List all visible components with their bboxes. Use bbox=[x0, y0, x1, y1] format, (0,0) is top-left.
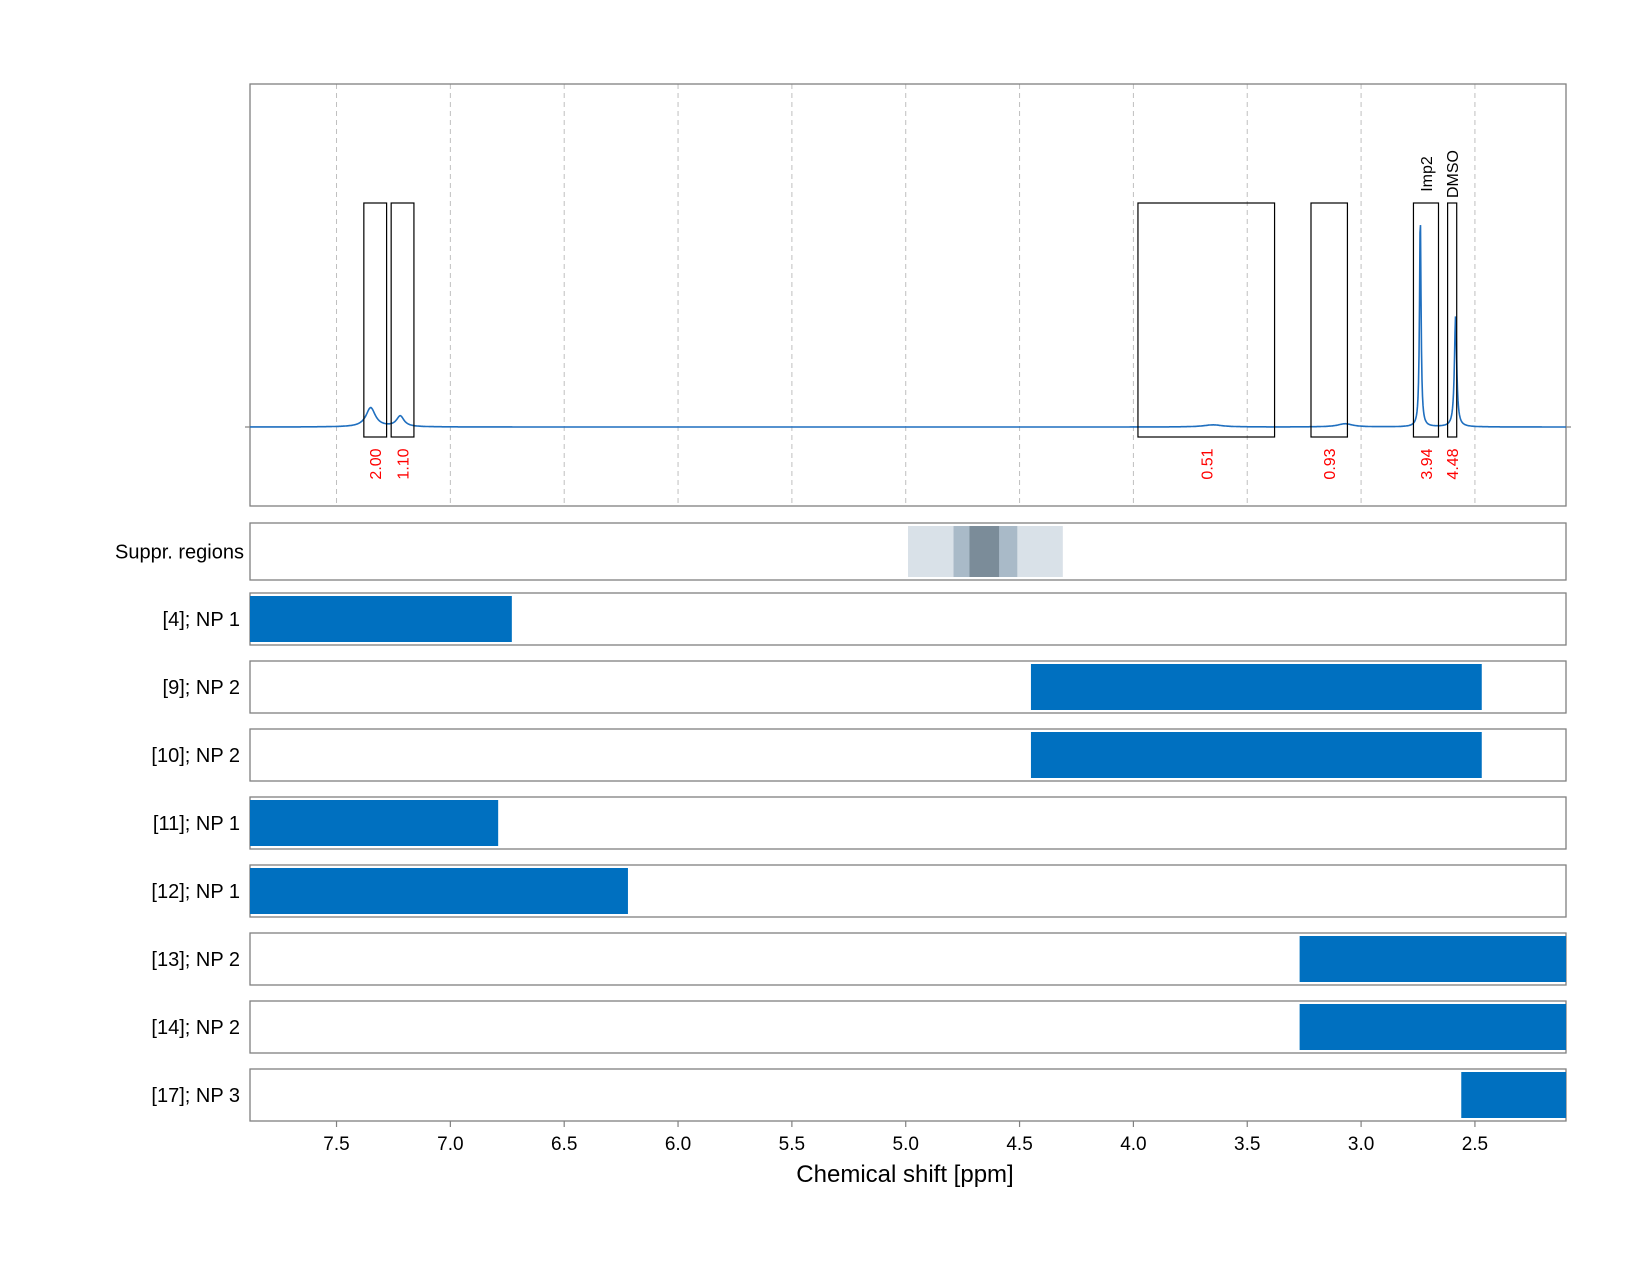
assignment-frame bbox=[249, 728, 1567, 782]
peak-label: Imp2 bbox=[1419, 156, 1436, 192]
integral-value: 1.10 bbox=[396, 448, 413, 479]
assignment-bar bbox=[1030, 664, 1482, 710]
integral-box bbox=[1412, 202, 1440, 438]
x-tick-label: 3.5 bbox=[1234, 1134, 1260, 1155]
suppression-frame bbox=[249, 522, 1567, 581]
x-tick-label: 3.0 bbox=[1348, 1134, 1374, 1155]
integral-box bbox=[1447, 202, 1458, 438]
assignment-label: [12]; NP 1 bbox=[151, 881, 240, 903]
suppression-label: Suppr. regions bbox=[115, 542, 244, 564]
integral-value: 0.93 bbox=[1322, 448, 1339, 479]
x-tick-label: 6.5 bbox=[551, 1134, 577, 1155]
assignment-bar bbox=[1299, 936, 1566, 982]
assignment-bar bbox=[1461, 1072, 1566, 1118]
x-axis-title: Chemical shift [ppm] bbox=[796, 1161, 1013, 1188]
assignment-label: [13]; NP 2 bbox=[151, 949, 240, 971]
integral-box bbox=[1137, 202, 1276, 438]
spectrum-frame bbox=[249, 83, 1567, 507]
x-gridlines bbox=[336, 84, 1476, 506]
assignment-label: [11]; NP 1 bbox=[153, 813, 240, 835]
assignment-bar bbox=[1299, 1004, 1566, 1050]
assignment-bar bbox=[250, 868, 628, 914]
assignment-label: [14]; NP 2 bbox=[151, 1017, 240, 1039]
assignment-bar bbox=[250, 596, 512, 642]
x-tick-label: 4.5 bbox=[1006, 1134, 1032, 1155]
integral-value: 4.48 bbox=[1445, 448, 1462, 479]
peak-label: DMSO bbox=[1445, 150, 1462, 198]
assignment-frame bbox=[249, 1068, 1567, 1122]
x-tick-label: 7.0 bbox=[437, 1134, 463, 1155]
x-tick-label: 5.0 bbox=[893, 1134, 919, 1155]
x-tick-label: 2.5 bbox=[1462, 1134, 1488, 1155]
x-axis: 7.5 7.0 6.5 6.0 5.5 5.0 4.5 4.0 3.5 3.0 2.5 bbox=[323, 1121, 1488, 1155]
integral-box bbox=[390, 202, 415, 438]
integral-box bbox=[363, 202, 388, 438]
integral-value: 0.51 bbox=[1199, 448, 1216, 479]
x-tick-label: 5.5 bbox=[779, 1134, 805, 1155]
spectrum-trace bbox=[250, 225, 1566, 428]
x-tick-label: 7.5 bbox=[323, 1134, 349, 1155]
integral-value: 3.94 bbox=[1419, 448, 1436, 479]
assignment-label: [4]; NP 1 bbox=[163, 609, 240, 631]
integral-value: 2.00 bbox=[368, 448, 385, 479]
assignment-bar bbox=[1030, 732, 1482, 778]
assignment-label: [10]; NP 2 bbox=[151, 745, 240, 767]
assignment-label: [9]; NP 2 bbox=[163, 677, 240, 699]
integral-box bbox=[1310, 202, 1349, 438]
suppression-band bbox=[969, 526, 1000, 577]
spectrum-panel: 2.00 1.10 0.51 0.93 3.94 Imp2 4.48 DMSO bbox=[245, 83, 1571, 507]
x-tick-label: 6.0 bbox=[665, 1134, 691, 1155]
assignment-label: [17]; NP 3 bbox=[151, 1085, 240, 1107]
suppression-panel: Suppr. regions bbox=[115, 522, 1567, 581]
assignment-frame bbox=[249, 660, 1567, 714]
x-tick-label: 4.0 bbox=[1120, 1134, 1146, 1155]
assignment-bar bbox=[250, 800, 499, 846]
assignment-panels: [4]; NP 1 [9]; NP 2 [10]; NP 2 [11]; NP 1 [1… bbox=[151, 592, 1567, 1122]
